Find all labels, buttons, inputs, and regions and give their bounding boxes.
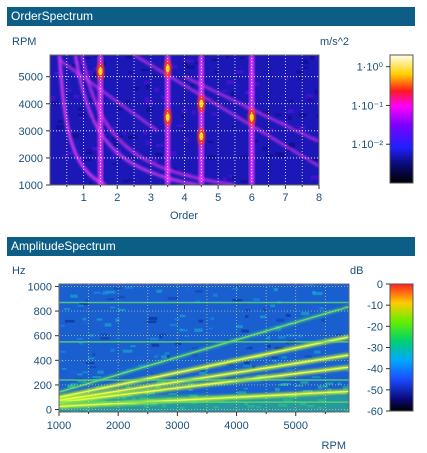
- order-line: [97, 55, 103, 185]
- amplitude-colorbar: [389, 283, 414, 412]
- amplitude-order-trace: [59, 305, 349, 394]
- order-x-tick-label: 1: [81, 192, 87, 204]
- order-colorbar-tick-label: 1·10⁻¹: [352, 100, 384, 112]
- order-line: [198, 55, 204, 185]
- amplitude-colorbar-tick-label: -40: [367, 364, 383, 376]
- order-x-tick-label: 4: [181, 192, 187, 204]
- order-x-tick-label: 2: [114, 192, 120, 204]
- amplitude-order-trace-core: [59, 354, 349, 401]
- order-x-tick-label: 8: [316, 192, 322, 204]
- amplitude-colorbar-tick-label: -10: [367, 300, 383, 312]
- amplitude-y-tick-label: 200: [34, 380, 52, 392]
- order-frequency-trace: [58, 55, 107, 185]
- order-x-tick-label: 3: [148, 192, 154, 204]
- order-colorbar-label: m/s^2: [320, 36, 349, 48]
- amplitude-colorbar-tick-label: -20: [367, 321, 383, 333]
- order-hotspot-core: [98, 67, 103, 76]
- order-y-tick-label: 3000: [19, 126, 43, 138]
- amplitude-ylabel: Hz: [12, 265, 25, 277]
- amplitude-xlabel: RPM: [322, 440, 346, 452]
- amplitude-x-tick-label: 1000: [47, 420, 71, 432]
- amplitude-y-tick-label: 800: [34, 306, 52, 318]
- amplitude-order-trace-core: [59, 306, 349, 393]
- amplitude-colorbar-tick-label: -30: [367, 343, 383, 355]
- amplitude-x-tick-label: 3000: [165, 420, 189, 432]
- amplitude-colorbar-tick-label: -60: [367, 406, 383, 418]
- order-y-tick-label: 2000: [19, 153, 43, 165]
- amplitude-colorbar-label: dB: [350, 265, 363, 277]
- order-hotspot-core: [249, 113, 254, 122]
- order-spectrum-header: OrderSpectrum: [7, 7, 415, 26]
- order-spectrum-chart: 1 2 3 4 5 6 7 8 1000 2000 3000 4000 5000 RPM Order m…: [12, 36, 414, 222]
- order-colorbar: [389, 54, 414, 184]
- order-xlabel: Order: [170, 210, 198, 222]
- amplitude-y-tick-label: 400: [34, 355, 52, 367]
- order-x-tick-label: 7: [282, 192, 288, 204]
- order-x-tick-label: 6: [249, 192, 255, 204]
- order-ylabel: RPM: [12, 36, 36, 48]
- amplitude-colorbar-tick-label: 0: [377, 279, 383, 291]
- amplitude-x-tick-label: 2000: [106, 420, 130, 432]
- amplitude-y-tick-label: 600: [34, 331, 52, 343]
- order-diagonal-trace: [59, 59, 159, 132]
- amplitude-spectrum-chart: 1000 2000 3000 4000 5000 0 200 400 600 800 1000 Hz…: [12, 265, 414, 452]
- order-hotspot-core: [165, 113, 170, 122]
- amplitude-x-tick-label: 4000: [224, 420, 248, 432]
- amplitude-colorbar-tick-label: -50: [367, 385, 383, 397]
- order-colorbar-tick-label: 1·10⁻²: [352, 139, 384, 151]
- order-y-tick-label: 5000: [19, 72, 43, 84]
- amplitude-order-trace-core: [59, 390, 349, 408]
- amplitude-x-tick-label: 5000: [283, 420, 307, 432]
- amplitude-order-trace-core: [59, 336, 349, 398]
- order-y-tick-label: 4000: [19, 99, 43, 111]
- amplitude-low-band: [59, 394, 349, 412]
- order-y-tick-label: 1000: [19, 180, 43, 192]
- amplitude-y-tick-label: 1000: [28, 281, 52, 293]
- amplitude-spectrum-header: AmplitudeSpectrum: [7, 237, 415, 256]
- order-colorbar-tick-label: 1·10⁰: [357, 62, 384, 74]
- order-x-tick-label: 5: [215, 192, 221, 204]
- amplitude-y-tick-label: 0: [46, 405, 52, 417]
- order-hotspot-core: [165, 64, 170, 73]
- order-frequency-trace: [74, 55, 199, 185]
